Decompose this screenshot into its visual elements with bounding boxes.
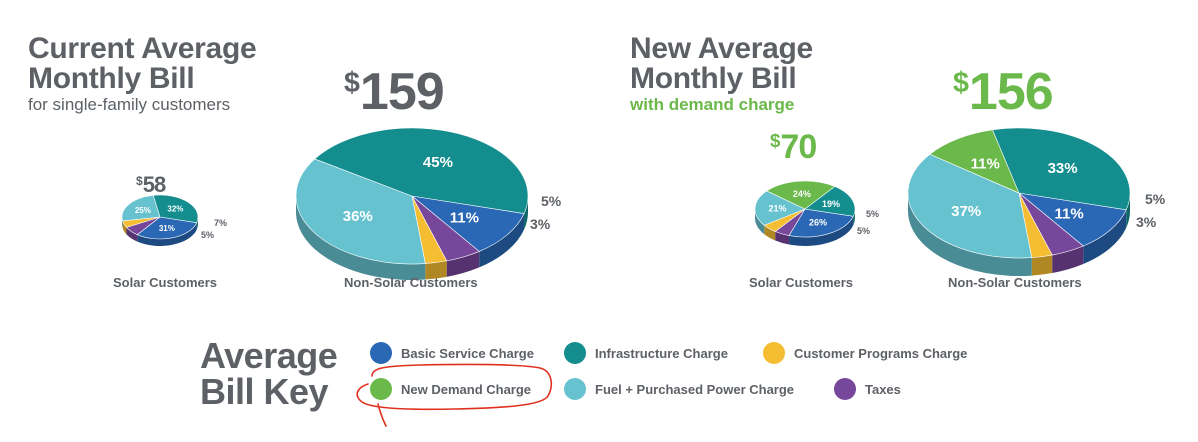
pie-1-wall-0-0 bbox=[479, 213, 525, 268]
pie-3-wall-3-0 bbox=[908, 193, 1032, 276]
pie-2-label-3: 21% bbox=[769, 204, 787, 214]
pie-0-slice-0 bbox=[136, 216, 198, 240]
key-item-basic-service: Basic Service Charge bbox=[370, 342, 534, 364]
pie-1-slice-4 bbox=[314, 127, 529, 214]
pie-1-label-3: 36% bbox=[343, 208, 373, 225]
key-item-infrastructure: Infrastructure Charge bbox=[564, 342, 728, 364]
pie-3-slice-3 bbox=[907, 153, 1033, 259]
pie-1-label-1: 5% bbox=[541, 193, 562, 209]
pie-2-wall-0-0 bbox=[789, 216, 854, 246]
pie-2-label-4: 24% bbox=[793, 189, 811, 199]
pie-2-label-0: 26% bbox=[809, 218, 827, 228]
pie-3-label-4: 11% bbox=[971, 155, 1000, 172]
pie-0-label-0: 31% bbox=[159, 224, 175, 233]
bill-key-title: Average Bill Key bbox=[200, 335, 338, 412]
pie-3-wall-1-0 bbox=[1052, 245, 1084, 274]
pie-3-label-3: 37% bbox=[951, 203, 981, 220]
key-label-new-demand: New Demand Charge bbox=[401, 381, 532, 397]
swatch-fuel-purchased-power bbox=[564, 378, 586, 400]
key-label-taxes: Taxes bbox=[865, 381, 901, 397]
pie-0-label-1: 7% bbox=[214, 218, 227, 228]
pie-3-wall-0-0 bbox=[1083, 209, 1127, 264]
label-new-nonsolar: Non-Solar Customers bbox=[948, 275, 1082, 290]
pie-1-label-0: 11% bbox=[450, 210, 479, 227]
pie-1-label-2: 3% bbox=[530, 216, 551, 232]
key-item-fuel-purchased-power: Fuel + Purchased Power Charge bbox=[564, 378, 794, 400]
price-new-nonsolar: $156 bbox=[953, 63, 1054, 121]
swatch-basic-service bbox=[370, 342, 392, 364]
new-title-line1: New Average bbox=[630, 32, 813, 65]
pie-3-slice-4 bbox=[929, 129, 1020, 194]
key-label-customer-programs: Customer Programs Charge bbox=[794, 345, 968, 361]
pie-1-slice-3 bbox=[295, 158, 426, 265]
pie-0-wall-1-0 bbox=[126, 227, 138, 242]
price-current-solar-value: 58 bbox=[142, 172, 167, 197]
pie-2-wall-3-0 bbox=[755, 209, 765, 235]
bill-key-title-line2: Bill Key bbox=[200, 371, 329, 412]
pie-2-wall-1-0 bbox=[775, 231, 790, 245]
pie-2-slice-4 bbox=[766, 180, 836, 210]
key-label-infrastructure: Infrastructure Charge bbox=[595, 345, 728, 361]
swatch-new-demand bbox=[370, 378, 392, 400]
pie-2-label-5: 19% bbox=[822, 199, 840, 209]
current-subtitle: for single-family customers bbox=[28, 95, 231, 114]
price-new-solar: $70 bbox=[770, 128, 817, 166]
pie-2-slice-5 bbox=[804, 186, 856, 217]
pie-1-slice-0 bbox=[410, 195, 525, 252]
pie-0-label-2: 5% bbox=[201, 230, 214, 240]
price-new-nonsolar-value: 156 bbox=[968, 63, 1054, 121]
key-label-basic-service: Basic Service Charge bbox=[401, 345, 534, 361]
pie-2-label-1: 5% bbox=[866, 209, 879, 219]
pie-0-slice-3 bbox=[121, 195, 161, 222]
new-title-line2: Monthly Bill bbox=[630, 62, 797, 95]
new-subtitle: with demand charge bbox=[630, 95, 795, 114]
swatch-customer-programs bbox=[763, 342, 785, 364]
pie-3-slice-5 bbox=[992, 127, 1131, 211]
price-new-solar-value: 70 bbox=[780, 128, 817, 166]
pie-1-label-4: 45% bbox=[423, 154, 453, 171]
pie-0-wall-2-0 bbox=[122, 220, 127, 235]
current-title-line1: Current Average bbox=[28, 32, 257, 65]
pie-1-wall-4-0 bbox=[524, 196, 528, 230]
pie-3-label-5: 33% bbox=[1048, 160, 1078, 177]
key-item-customer-programs: Customer Programs Charge bbox=[763, 342, 967, 364]
pie-1-wall-2-0 bbox=[425, 260, 447, 280]
pie-2-wall-2-0 bbox=[764, 225, 776, 241]
pie-1-wall-1-0 bbox=[446, 251, 480, 277]
pie-0-label-4: 32% bbox=[167, 205, 183, 214]
pie-3-slice-0 bbox=[1017, 192, 1127, 247]
price-current-nonsolar: $159 bbox=[344, 63, 445, 121]
pie-1-wall-3-0 bbox=[296, 196, 426, 280]
key-item-taxes: Taxes bbox=[834, 378, 901, 400]
price-current-solar: $58 bbox=[136, 172, 167, 197]
label-current-solar: Solar Customers bbox=[113, 275, 218, 290]
pie-0-label-3: 25% bbox=[135, 206, 151, 215]
label-new-solar: Solar Customers bbox=[749, 275, 854, 290]
pie-2-slice-0 bbox=[788, 208, 854, 238]
current-title-line2: Monthly Bill bbox=[28, 62, 195, 95]
pie-3-label-2: 3% bbox=[1136, 214, 1157, 230]
new-bill-heading: New Average Monthly Bill with demand cha… bbox=[630, 34, 813, 116]
pie-3-label-0: 11% bbox=[1055, 206, 1084, 223]
pie-2-label-2: 5% bbox=[857, 226, 870, 236]
bill-key-title-line1: Average bbox=[200, 335, 338, 376]
swatch-taxes bbox=[834, 378, 856, 400]
label-current-nonsolar: Non-Solar Customers bbox=[344, 275, 478, 290]
key-item-new-demand: New Demand Charge bbox=[370, 378, 531, 400]
pie-3-wall-2-0 bbox=[1031, 255, 1053, 276]
price-current-nonsolar-value: 159 bbox=[359, 63, 445, 121]
pie-3-label-1: 5% bbox=[1145, 191, 1166, 207]
swatch-infrastructure bbox=[564, 342, 586, 364]
key-label-fuel-purchased-power: Fuel + Purchased Power Charge bbox=[595, 381, 795, 397]
pie-0-slice-4 bbox=[152, 194, 199, 224]
pie-2-slice-3 bbox=[754, 190, 806, 226]
pie-0-wall-0-0 bbox=[137, 222, 197, 247]
current-bill-heading: Current Average Monthly Bill for single-… bbox=[28, 32, 257, 116]
